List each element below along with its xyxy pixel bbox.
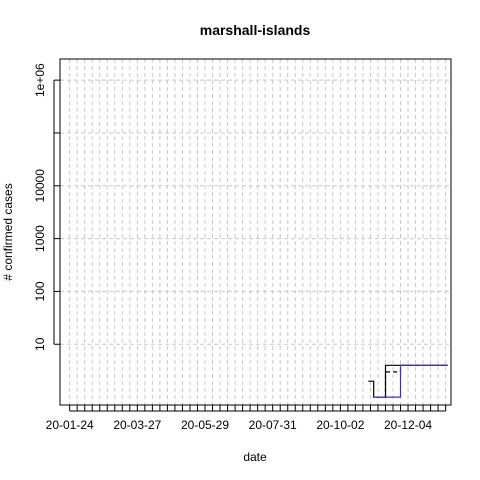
y-tick-label: 1000 — [33, 225, 47, 252]
series-lines — [368, 364, 448, 398]
x-tick-label: 20-05-29 — [181, 418, 229, 432]
x-tick-label: 20-07-31 — [249, 418, 297, 432]
axes: 20-01-24 20-03-27 20-05-29 20-07-31 20-10-02… — [33, 63, 447, 432]
y-tick-label: 10 — [33, 337, 47, 351]
x-axis-label: date — [243, 450, 267, 464]
y-tick-label: 100 — [33, 281, 47, 301]
x-tick-label: 20-03-27 — [113, 418, 161, 432]
x-tick-label: 20-10-02 — [316, 418, 364, 432]
plot-area-frame — [59, 58, 452, 406]
y-axis-label: # confirmed cases — [1, 183, 15, 280]
y-tick-label: 10000 — [33, 169, 47, 203]
chart-title: marshall-islands — [200, 22, 311, 38]
grid-lines — [60, 59, 451, 405]
x-tick-label: 20-01-24 — [46, 418, 94, 432]
y-tick-label: 1e+06 — [33, 63, 47, 97]
series-line-3 — [373, 364, 448, 398]
x-tick-label: 20-12-04 — [384, 418, 432, 432]
